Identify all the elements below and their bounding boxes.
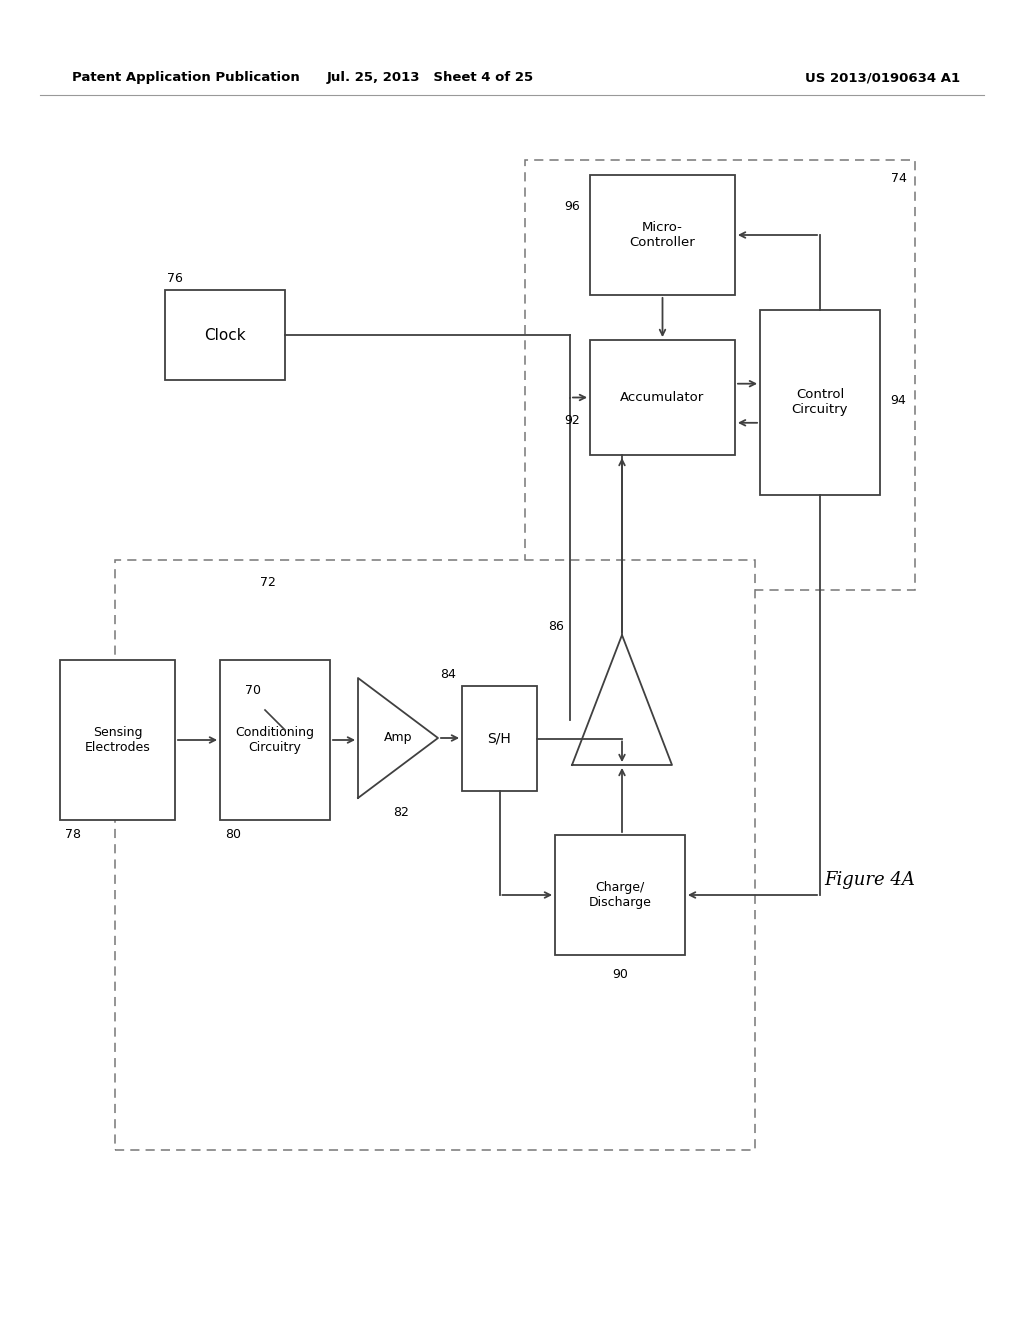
Text: 84: 84 — [440, 668, 456, 681]
Text: S/H: S/H — [487, 731, 511, 746]
Text: 72: 72 — [260, 576, 275, 589]
Text: Patent Application Publication: Patent Application Publication — [72, 71, 300, 84]
Text: 80: 80 — [225, 829, 241, 842]
Text: Sensing
Electrodes: Sensing Electrodes — [85, 726, 151, 754]
Bar — [590, 341, 735, 455]
Bar — [462, 686, 537, 791]
Bar — [60, 660, 175, 820]
Text: Jul. 25, 2013   Sheet 4 of 25: Jul. 25, 2013 Sheet 4 of 25 — [327, 71, 534, 84]
Text: 96: 96 — [564, 201, 580, 214]
Text: 70: 70 — [245, 684, 261, 697]
Bar — [165, 290, 285, 380]
Text: US 2013/0190634 A1: US 2013/0190634 A1 — [805, 71, 961, 84]
Text: 94: 94 — [890, 393, 906, 407]
Polygon shape — [572, 635, 672, 766]
Text: 90: 90 — [612, 969, 628, 982]
Text: Clock: Clock — [204, 327, 246, 342]
Bar — [590, 176, 735, 294]
Bar — [115, 560, 755, 1150]
Text: Charge/
Discharge: Charge/ Discharge — [589, 880, 651, 909]
Text: Conditioning
Circuitry: Conditioning Circuitry — [236, 726, 314, 754]
Text: Figure 4A: Figure 4A — [824, 871, 915, 888]
Bar — [220, 660, 330, 820]
Text: Accumulator: Accumulator — [621, 391, 705, 404]
Text: Micro-
Controller: Micro- Controller — [630, 220, 695, 249]
Polygon shape — [358, 678, 438, 799]
Bar — [525, 160, 915, 590]
Text: Amp: Amp — [384, 731, 413, 744]
Text: 92: 92 — [564, 413, 580, 426]
Text: Control
Circuitry: Control Circuitry — [792, 388, 848, 417]
Bar — [555, 836, 685, 954]
Text: 74: 74 — [891, 172, 907, 185]
Text: 78: 78 — [65, 829, 81, 842]
Text: 86: 86 — [548, 620, 564, 634]
Text: 76: 76 — [167, 272, 183, 285]
Bar — [760, 310, 880, 495]
Text: 82: 82 — [393, 807, 409, 820]
